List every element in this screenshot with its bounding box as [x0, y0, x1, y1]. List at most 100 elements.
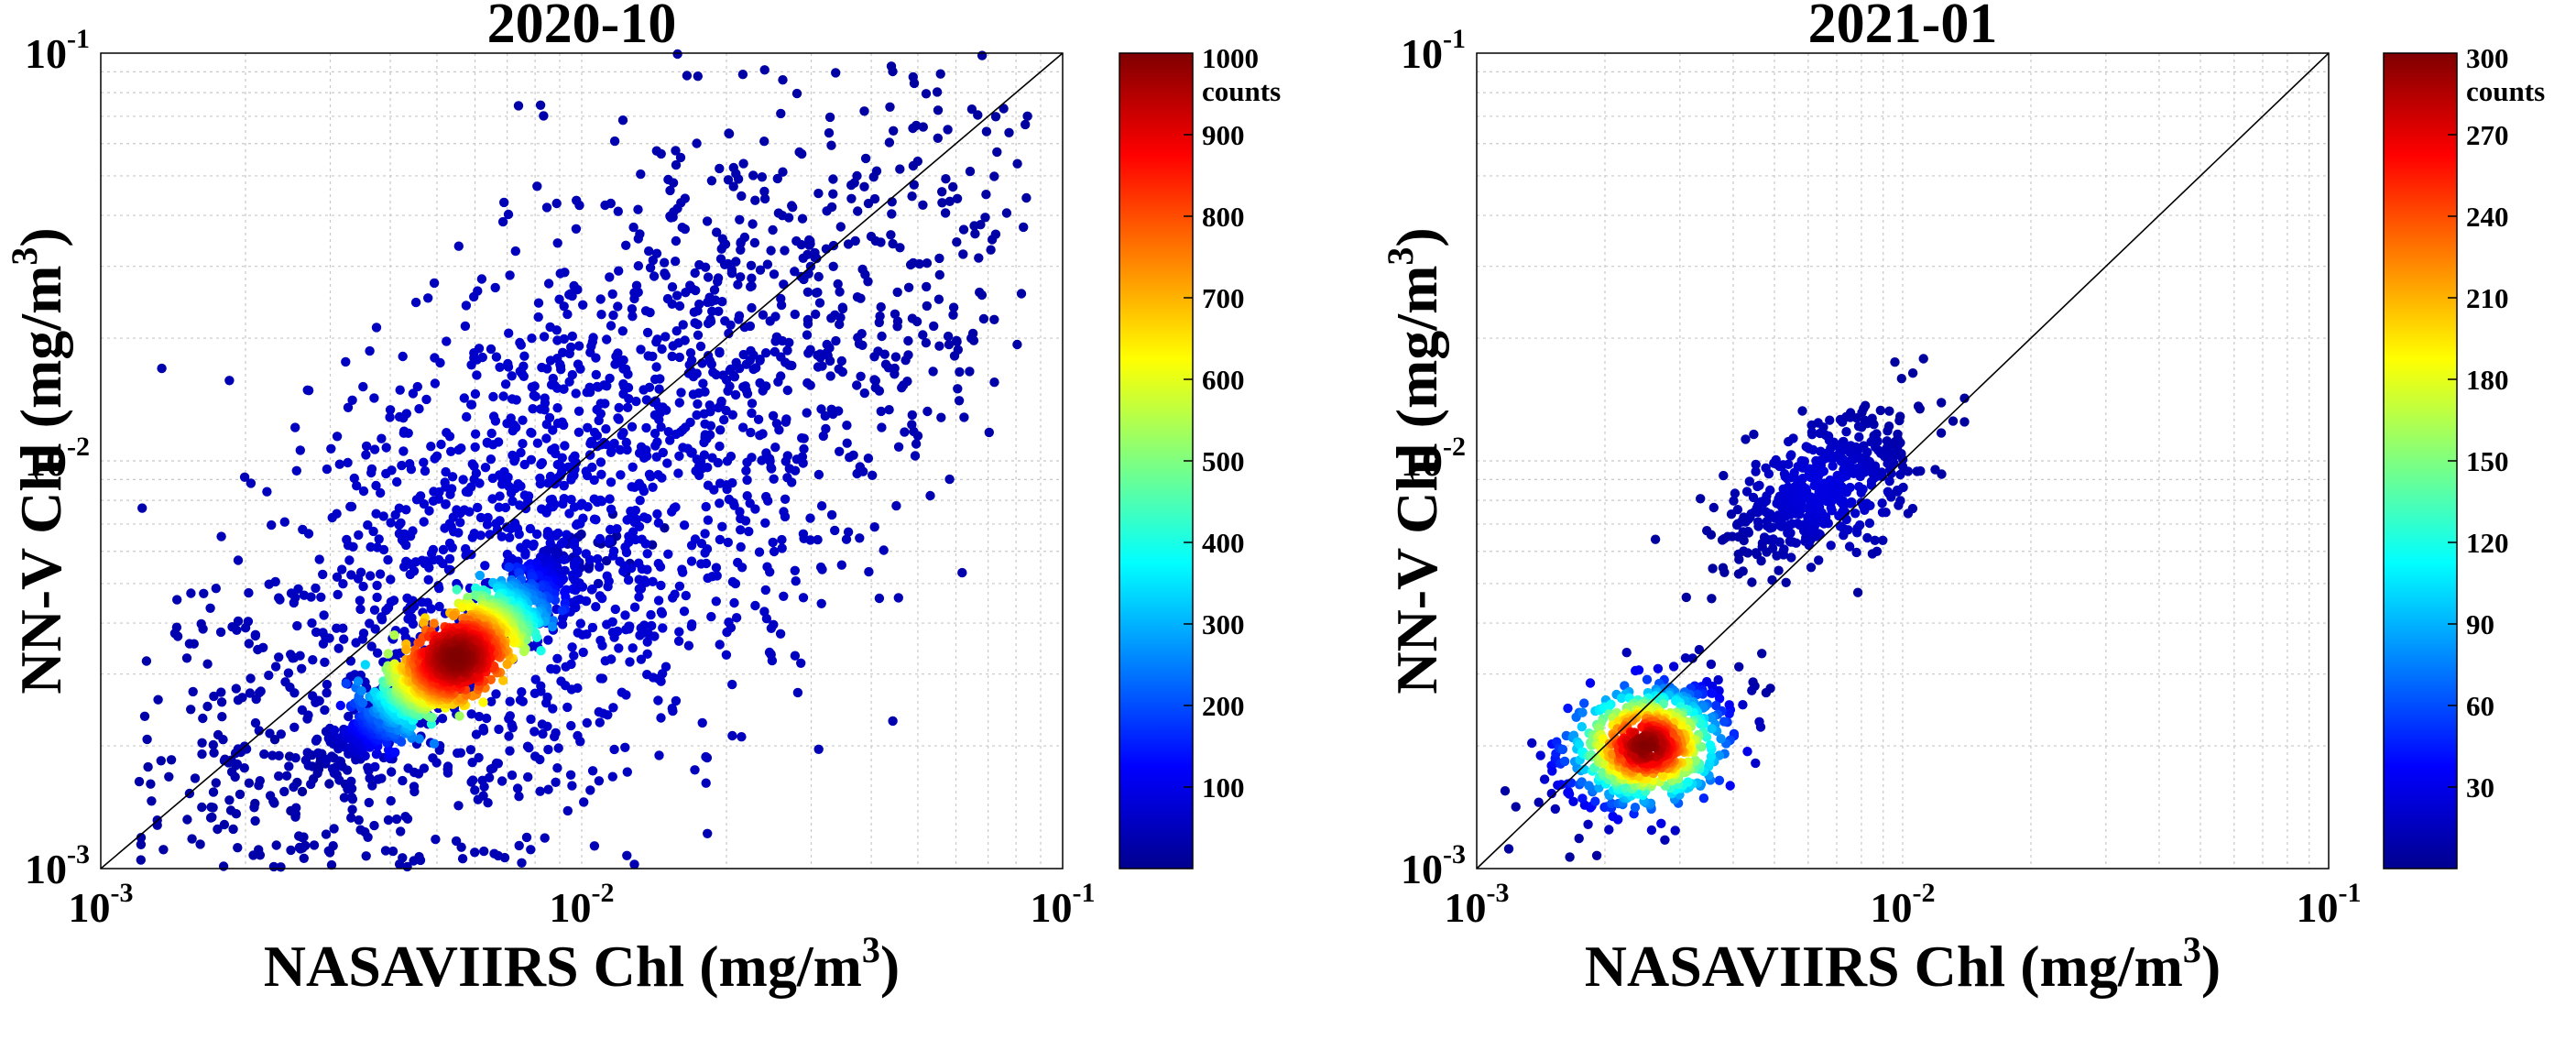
data-point: [726, 268, 737, 279]
data-point: [869, 352, 879, 362]
data-point: [639, 486, 649, 497]
data-point: [677, 564, 687, 574]
data-point: [759, 65, 770, 75]
data-point: [636, 654, 647, 664]
data-point: [1875, 448, 1886, 458]
data-point: [624, 394, 634, 404]
data-point: [727, 679, 737, 690]
data-point: [1793, 519, 1803, 529]
data-point: [831, 68, 841, 78]
data-point: [699, 409, 709, 419]
data-point: [666, 213, 676, 223]
data-point: [670, 589, 680, 599]
data-point: [788, 202, 798, 213]
data-point: [699, 437, 709, 448]
data-point: [390, 747, 400, 758]
data-point: [564, 348, 574, 359]
data-point: [322, 464, 333, 475]
data-point: [454, 711, 464, 721]
data-point: [147, 796, 157, 806]
data-point: [674, 301, 685, 312]
data-point: [762, 259, 773, 269]
data-point: [933, 105, 944, 115]
data-point: [575, 618, 585, 629]
data-point: [484, 772, 495, 782]
data-point: [455, 518, 465, 528]
data-point: [1631, 665, 1641, 676]
data-point: [607, 617, 617, 627]
data-point: [1884, 406, 1894, 416]
data-point: [1948, 416, 1959, 426]
data-point: [387, 767, 397, 777]
data-point: [613, 206, 623, 216]
data-point: [338, 623, 348, 633]
data-point: [1585, 678, 1596, 688]
data-point: [1851, 547, 1861, 558]
data-point: [595, 673, 606, 684]
data-point: [660, 270, 671, 280]
data-point: [802, 408, 812, 418]
data-point: [250, 717, 261, 728]
data-point: [685, 348, 696, 358]
data-point: [903, 335, 913, 346]
data-point: [1656, 818, 1666, 828]
data-point: [437, 714, 448, 724]
data-point: [1894, 415, 1905, 426]
data-point: [313, 748, 323, 758]
data-point: [742, 491, 752, 501]
data-point: [702, 216, 713, 226]
data-point: [696, 559, 706, 569]
data-point: [639, 453, 649, 463]
data-point: [527, 382, 537, 392]
data-point: [558, 537, 568, 547]
data-point: [1744, 476, 1755, 487]
data-point: [843, 527, 854, 537]
data-point: [620, 610, 630, 620]
data-point: [680, 224, 690, 235]
data-point: [542, 692, 552, 703]
data-point: [352, 481, 362, 491]
data-point: [735, 214, 745, 224]
data-point: [614, 643, 624, 653]
data-point: [471, 729, 482, 739]
data-point: [773, 377, 783, 387]
data-point: [270, 576, 280, 587]
data-point: [504, 731, 514, 741]
data-point: [319, 610, 329, 620]
data-point: [1719, 470, 1729, 481]
data-point: [700, 529, 710, 539]
colorbar-tick-label: 200: [1202, 690, 1245, 722]
data-point: [671, 235, 682, 246]
data-point: [589, 514, 600, 524]
data-point: [403, 428, 413, 438]
data-point: [1583, 819, 1593, 829]
data-point: [720, 316, 730, 326]
data-point: [372, 592, 382, 603]
data-point: [332, 432, 343, 442]
data-point: [674, 451, 684, 461]
data-point: [642, 649, 652, 659]
data-point: [1577, 707, 1588, 717]
data-point: [264, 670, 274, 681]
data-point: [1574, 739, 1585, 749]
data-point: [370, 624, 380, 634]
data-point: [1959, 393, 1970, 403]
data-point: [992, 147, 1002, 158]
data-point: [385, 412, 395, 422]
data-point: [429, 738, 440, 749]
data-point: [940, 208, 951, 218]
data-point: [1694, 644, 1705, 655]
data-point: [880, 359, 891, 369]
x-tick-label: 10-3: [69, 878, 134, 931]
data-point: [724, 617, 734, 628]
data-point: [207, 812, 217, 823]
data-point: [775, 629, 786, 639]
data-point: [575, 364, 585, 374]
data-point: [245, 688, 256, 698]
data-point: [1668, 662, 1679, 672]
data-point: [573, 730, 583, 741]
data-point: [616, 470, 626, 480]
data-point: [835, 287, 845, 297]
data-point: [909, 426, 919, 437]
